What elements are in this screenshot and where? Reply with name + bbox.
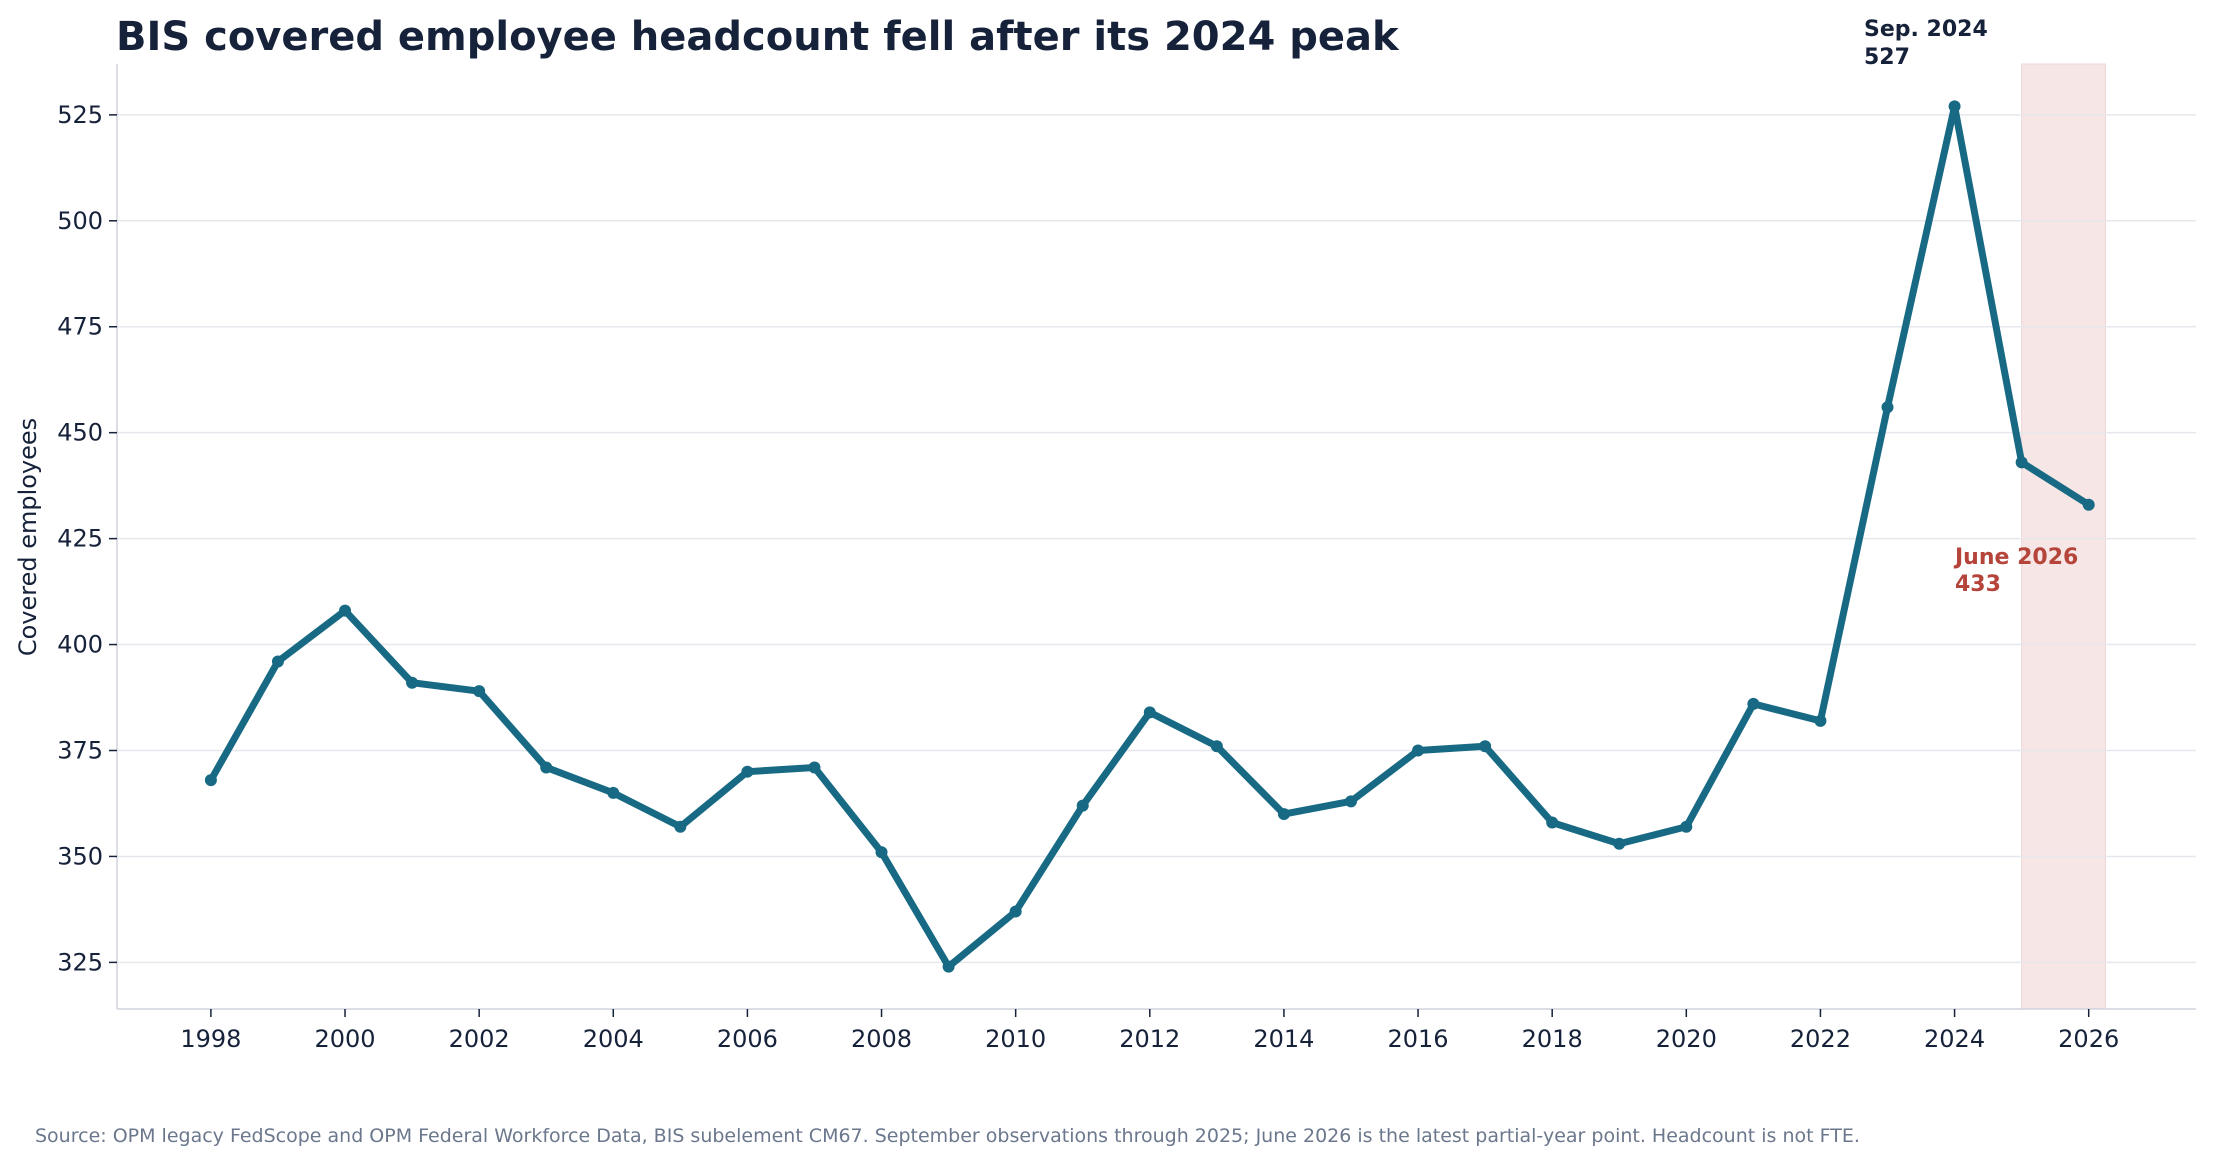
y-tick-label: 400 (57, 631, 103, 659)
data-point (607, 786, 620, 799)
series-line-layer (207, 102, 2093, 971)
axes (116, 64, 2196, 1010)
data-point (674, 820, 687, 833)
y-tick-label: 350 (57, 842, 103, 870)
data-point (1277, 808, 1290, 821)
x-tick-label: 2000 (314, 1025, 375, 1053)
data-points (204, 100, 2095, 973)
y-axis-label: Covered employees (14, 418, 42, 656)
data-point (1210, 740, 1223, 753)
y-tick-label: 375 (57, 737, 103, 765)
data-point (808, 761, 821, 774)
data-point (271, 655, 284, 668)
y-tick-label: 450 (57, 419, 103, 447)
highlight-band (2021, 63, 2106, 1010)
latest-annotation-date: June 2026 (1953, 545, 2078, 570)
y-ticks: 325 350 375 400 425 450 475 500 525 (57, 101, 117, 976)
chart-title: BIS covered employee headcount fell afte… (116, 14, 1400, 60)
x-tick-label: 2016 (1388, 1025, 1449, 1053)
peak-annotation-date: Sep. 2024 (1864, 17, 1988, 42)
data-point (741, 765, 754, 778)
data-point (339, 604, 352, 617)
data-point (204, 774, 217, 787)
x-tick-label: 2006 (717, 1025, 778, 1053)
x-tick-label: 2018 (1522, 1025, 1583, 1053)
x-tick-label: 2014 (1253, 1025, 1314, 1053)
x-tick-label: 2008 (851, 1025, 912, 1053)
data-point (2015, 456, 2028, 469)
y-tick-label: 325 (57, 948, 103, 976)
data-point (2082, 498, 2095, 511)
data-point (406, 676, 419, 689)
x-ticks: 1998 2000 2002 2004 2006 2008 2010 2012 2014 2016… (180, 1009, 2119, 1053)
data-point (1546, 816, 1559, 829)
latest-annotation-value: 433 (1955, 572, 2001, 597)
x-tick-label: 2024 (1924, 1025, 1985, 1053)
data-point (1479, 740, 1492, 753)
peak-annotation-value: 527 (1864, 45, 1910, 70)
peak-annotation: Sep. 2024 527 (1864, 17, 1988, 70)
data-point (1344, 795, 1357, 808)
x-tick-label: 2004 (583, 1025, 644, 1053)
x-tick-label: 2010 (985, 1025, 1046, 1053)
x-tick-label: 2002 (449, 1025, 510, 1053)
x-tick-label: 2026 (2058, 1025, 2119, 1053)
data-point (875, 846, 888, 859)
y-tick-label: 425 (57, 525, 103, 553)
data-point (1680, 820, 1693, 833)
data-point (1412, 744, 1425, 757)
data-point (1948, 100, 1961, 113)
data-point (540, 761, 553, 774)
source-note: Source: OPM legacy FedScope and OPM Fede… (35, 1125, 1860, 1147)
data-point (1076, 799, 1089, 812)
x-tick-label: 2022 (1790, 1025, 1851, 1053)
highlight-band-layer (2021, 63, 2106, 1010)
data-point (1881, 401, 1894, 414)
latest-annotation: June 2026 433 (1953, 545, 2078, 597)
data-point (1009, 905, 1022, 918)
data-point (1747, 697, 1760, 710)
data-point (1814, 714, 1827, 727)
x-tick-label: 2020 (1656, 1025, 1717, 1053)
gridlines (117, 114, 2196, 964)
series-line (207, 102, 2093, 971)
y-tick-label: 500 (57, 207, 103, 235)
data-point (1613, 837, 1626, 850)
x-tick-label: 1998 (180, 1025, 241, 1053)
x-tick-label: 2012 (1119, 1025, 1180, 1053)
data-point (1143, 706, 1156, 719)
y-tick-label: 525 (57, 101, 103, 129)
y-tick-label: 475 (57, 313, 103, 341)
data-point (473, 685, 486, 698)
data-point (942, 960, 955, 973)
